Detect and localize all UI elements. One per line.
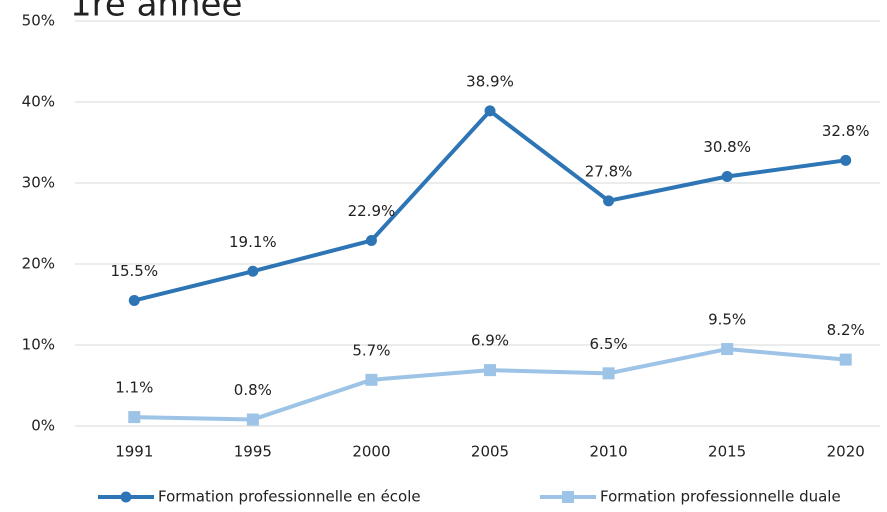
x-tick-label: 2000 (352, 443, 390, 461)
legend-label: Formation professionnelle en école (158, 488, 421, 506)
data-point (721, 343, 734, 356)
data-point (721, 171, 733, 183)
x-tick-label: 1995 (234, 443, 272, 461)
data-label: 19.1% (229, 233, 277, 251)
x-tick-label: 2020 (827, 443, 865, 461)
y-tick-label: 40% (22, 93, 55, 111)
data-label: 8.2% (827, 321, 865, 339)
data-label: 1.1% (115, 379, 153, 397)
y-tick-label: 30% (22, 174, 55, 192)
data-label: 0.8% (234, 381, 272, 399)
data-label: 32.8% (822, 122, 870, 140)
data-label: 22.9% (348, 202, 396, 220)
data-point (247, 265, 259, 277)
y-tick-label: 0% (31, 417, 55, 435)
data-label: 15.5% (110, 262, 158, 280)
y-tick-label: 50% (22, 12, 55, 30)
legend-label: Formation professionnelle duale (600, 488, 841, 506)
data-point (128, 411, 141, 424)
x-tick-label: 2015 (708, 443, 746, 461)
data-point (603, 195, 615, 207)
data-label: 6.5% (590, 335, 628, 353)
legend-marker (562, 491, 574, 503)
data-point (484, 105, 496, 117)
data-point (365, 373, 378, 386)
data-point (484, 364, 496, 377)
legend-marker (120, 491, 132, 503)
y-tick-label: 20% (22, 255, 55, 273)
data-point (839, 353, 852, 366)
data-label: 5.7% (352, 341, 390, 359)
data-label: 27.8% (585, 162, 633, 180)
data-label: 38.9% (466, 72, 514, 90)
data-point (246, 413, 259, 426)
data-point (128, 294, 140, 306)
data-point (365, 235, 377, 247)
data-point (602, 367, 615, 380)
x-tick-label: 1991 (115, 443, 153, 461)
data-label: 9.5% (708, 311, 746, 329)
x-tick-label: 2010 (589, 443, 627, 461)
data-label: 30.8% (703, 138, 751, 156)
data-label: 6.9% (471, 332, 509, 350)
chart-title: 1re année (70, 0, 242, 25)
data-point (840, 154, 852, 166)
y-tick-label: 10% (22, 336, 55, 354)
x-tick-label: 2005 (471, 443, 509, 461)
